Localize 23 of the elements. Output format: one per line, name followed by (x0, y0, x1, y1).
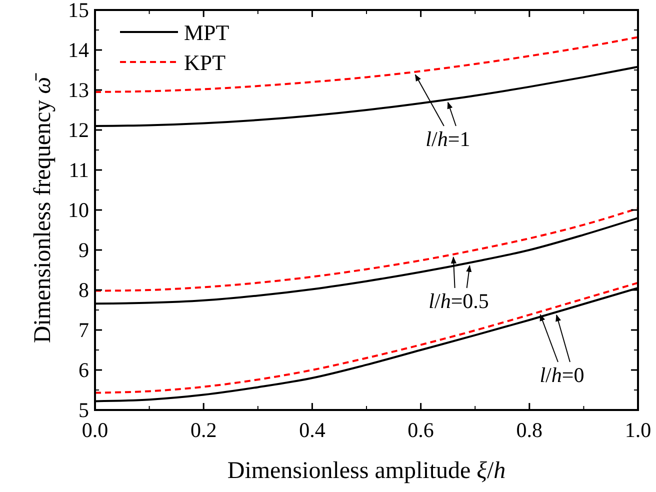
x-tick-label: 1.0 (624, 418, 652, 442)
x-tick-label: 0.4 (299, 418, 326, 442)
x-axis-title: Dimensionless amplitude ξ/h (227, 458, 506, 484)
legend-label: KPT (184, 50, 226, 75)
y-tick-label: 15 (68, 0, 89, 22)
y-tick-label: 7 (78, 318, 89, 342)
legend-label: MPT (184, 20, 230, 45)
y-tick-label: 13 (68, 78, 89, 102)
y-tick-label: 10 (68, 198, 89, 222)
x-tick-label: 0.2 (190, 418, 217, 442)
annotation: l/h=1 (426, 127, 470, 151)
y-axis-title: Dimensionless frequency ω̄ (30, 72, 56, 344)
y-tick-label: 14 (68, 38, 90, 62)
line-series (94, 207, 639, 292)
x-tick-label: 0.6 (408, 418, 434, 442)
y-tick-label: 6 (78, 358, 89, 382)
y-tick-label: 9 (78, 238, 89, 262)
annotation: l/h=0.5 (428, 289, 489, 313)
annotation: l/h=0 (540, 363, 584, 387)
y-tick-label: 8 (78, 278, 89, 302)
x-tick-label: 0.8 (516, 418, 543, 442)
y-tick-label: 12 (68, 118, 89, 142)
y-tick-label: 11 (68, 158, 89, 182)
